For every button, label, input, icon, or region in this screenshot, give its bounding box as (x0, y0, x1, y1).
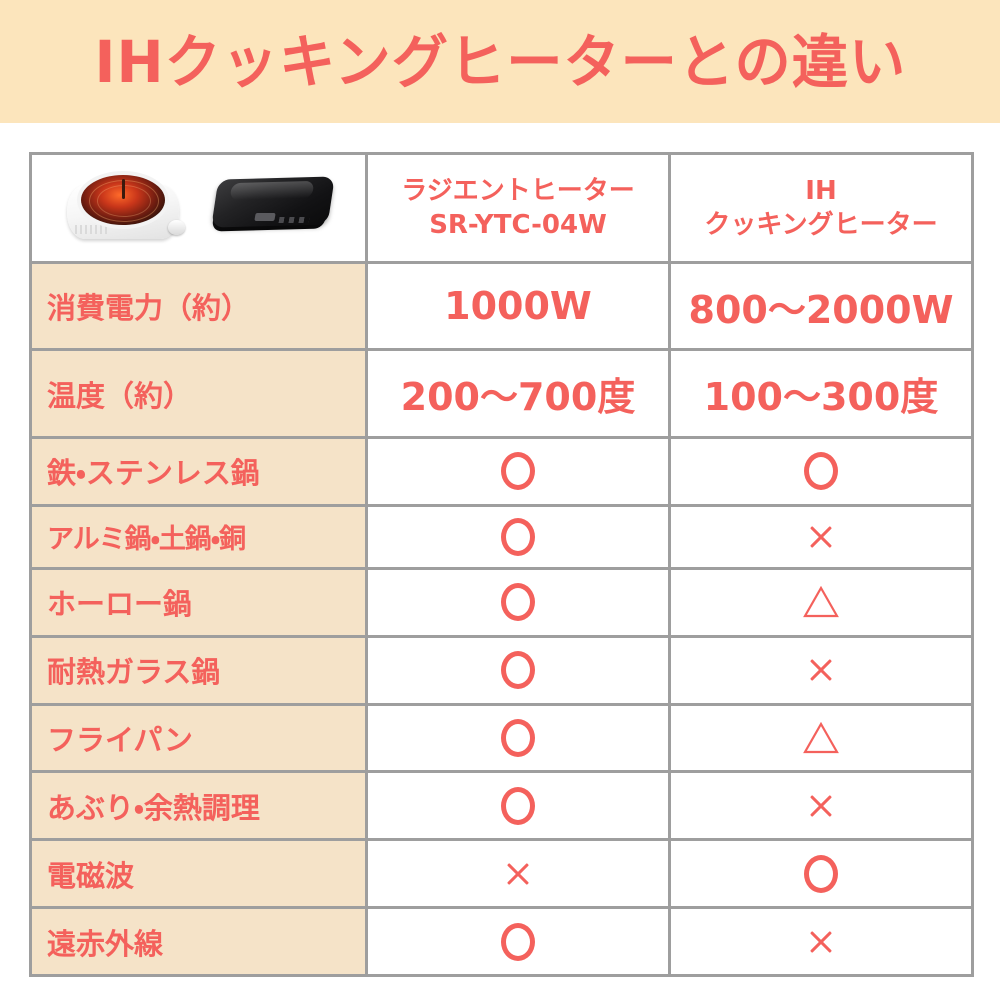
comparison-table: ラジエントヒーター SR-YTC-04W IH クッキングヒーター 消費電力（約… (29, 152, 974, 977)
cell-radiant-heatproof-glass-pot (365, 634, 671, 706)
table-row: ホーロー鍋 (29, 566, 974, 638)
circle-mark-icon (804, 452, 838, 491)
ih-cooking-heater-photo (205, 172, 339, 244)
table-row: 耐熱ガラス鍋 (29, 634, 974, 706)
row-label-enamel-pot: ホーロー鍋 (29, 566, 368, 638)
cell-radiant-iron-stainless-pot (365, 435, 671, 507)
circle-mark-icon (501, 719, 535, 758)
triangle-mark-icon (803, 586, 839, 618)
radiant-center-needle (121, 179, 125, 199)
column-header-radiant-line2: SR-YTC-04W (429, 210, 607, 240)
comparison-table-wrapper: ラジエントヒーター SR-YTC-04W IH クッキングヒーター 消費電力（約… (29, 152, 974, 977)
table-row: 消費電力（約） 1000W 800〜2000W (29, 260, 974, 352)
row-label-heatproof-glass-pot: 耐熱ガラス鍋 (29, 634, 368, 706)
column-header-ih: IH クッキングヒーター (668, 152, 974, 264)
table-row: 遠赤外線 (29, 906, 974, 977)
cell-ih-frying-pan (668, 702, 974, 774)
cross-mark-icon (807, 792, 835, 820)
cross-mark-icon (807, 928, 835, 956)
ih-display-panel (253, 213, 276, 221)
page-header-banner: IHクッキングヒーターとの違い (0, 0, 1000, 123)
table-row: あぶり・余熱調理 (29, 770, 974, 842)
radiant-knob (167, 220, 185, 235)
circle-mark-icon (501, 452, 535, 491)
cell-radiant-enamel-pot (365, 566, 671, 638)
radiant-heater-photo (59, 169, 187, 247)
circle-mark-icon (501, 583, 535, 622)
cell-radiant-power: 1000W (365, 260, 671, 352)
row-label-frying-pan: フライパン (29, 702, 368, 774)
circle-mark-icon (501, 517, 535, 556)
cell-radiant-electromagnetic-waves (365, 838, 671, 910)
cell-ih-enamel-pot (668, 566, 974, 638)
cell-ih-searing-residual-heat-cooking (668, 770, 974, 842)
column-header-radiant-line1: ラジエントヒーター (401, 175, 635, 206)
column-header-radiant: ラジエントヒーター SR-YTC-04W (365, 152, 671, 264)
product-image-group (32, 155, 365, 261)
circle-mark-icon (501, 922, 535, 961)
row-label-electromagnetic-waves: 電磁波 (29, 838, 368, 910)
product-images-cell (29, 152, 368, 264)
row-label-far-infrared: 遠赤外線 (29, 906, 368, 977)
row-label-power: 消費電力（約） (29, 260, 368, 352)
table-row: フライパン (29, 702, 974, 774)
cell-ih-far-infrared (668, 906, 974, 977)
triangle-mark-icon (803, 721, 839, 754)
table-header-row: ラジエントヒーター SR-YTC-04W IH クッキングヒーター (29, 152, 974, 264)
cell-ih-iron-stainless-pot (668, 435, 974, 507)
row-label-aluminum-clay-copper-pot: アルミ鍋・土鍋・銅 (29, 503, 368, 570)
column-header-ih-line1: IH (805, 175, 837, 206)
cell-radiant-frying-pan (365, 702, 671, 774)
cell-ih-electromagnetic-waves (668, 838, 974, 910)
comparison-table-body: ラジエントヒーター SR-YTC-04W IH クッキングヒーター 消費電力（約… (29, 152, 974, 977)
circle-mark-icon (804, 854, 838, 893)
table-row: 温度（約） 200〜700度 100〜300度 (29, 348, 974, 439)
cell-radiant-far-infrared (365, 906, 671, 977)
cell-ih-temperature: 100〜300度 (668, 348, 974, 439)
cell-radiant-searing-residual-heat-cooking (365, 770, 671, 842)
page-title: IHクッキングヒーターとの違い (94, 27, 906, 96)
table-row: アルミ鍋・土鍋・銅 (29, 503, 974, 570)
cell-ih-power: 800〜2000W (668, 260, 974, 352)
ih-surface-gloss (229, 180, 314, 201)
row-label-iron-stainless-pot: 鉄・ステンレス鍋 (29, 435, 368, 507)
cell-ih-aluminum-clay-copper-pot (668, 503, 974, 570)
cross-mark-icon (504, 860, 532, 888)
radiant-vent (74, 225, 109, 234)
cell-ih-heatproof-glass-pot (668, 634, 974, 706)
row-label-searing-residual-heat-cooking: あぶり・余熱調理 (29, 770, 368, 842)
circle-mark-icon (501, 786, 535, 825)
row-label-temperature: 温度（約） (29, 348, 368, 439)
column-header-ih-line2: クッキングヒーター (704, 210, 938, 240)
cell-radiant-temperature: 200〜700度 (365, 348, 671, 439)
table-row: 電磁波 (29, 838, 974, 910)
cell-radiant-aluminum-clay-copper-pot (365, 503, 671, 570)
cross-mark-icon (807, 523, 835, 551)
circle-mark-icon (501, 651, 535, 690)
table-row: 鉄・ステンレス鍋 (29, 435, 974, 507)
cross-mark-icon (807, 656, 835, 684)
ih-control-buttons (277, 217, 310, 223)
